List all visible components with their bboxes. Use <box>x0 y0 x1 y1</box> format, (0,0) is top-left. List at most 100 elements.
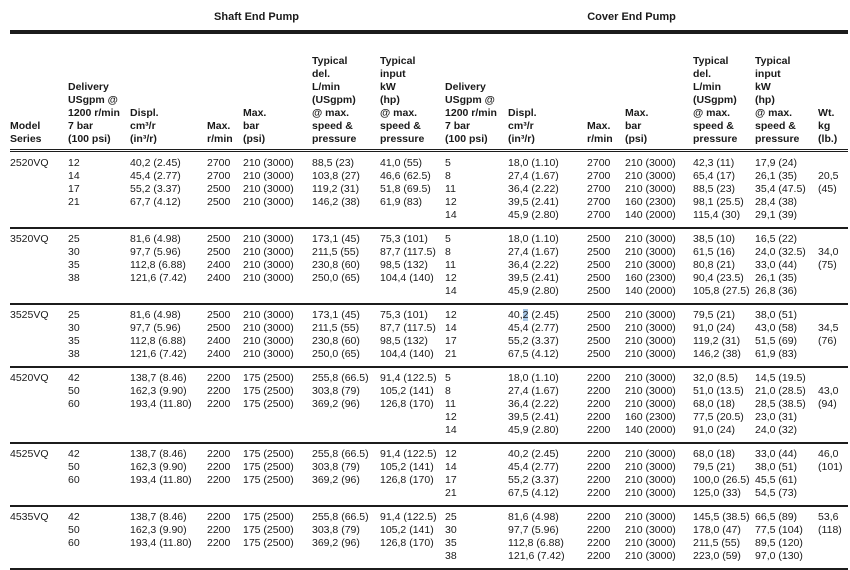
table-row: 14 45,9 (2.80) 2500 140 (2000) 105,8 (27.5) 2… <box>10 285 848 304</box>
data-cell: 51,0 (13.5) <box>693 385 744 397</box>
data-cell: 210 (3000) <box>243 272 294 284</box>
data-cell: 125,0 (33) <box>693 487 741 499</box>
data-cell: 51,5 (69) <box>755 335 798 347</box>
data-cell: 68,0 (18) <box>693 398 736 410</box>
data-cell: 255,8 (66.5) <box>312 442 380 461</box>
data-cell <box>207 487 243 506</box>
data-cell: 230,8 (60) <box>312 259 360 271</box>
data-cell: 68,0 (18) <box>693 442 756 461</box>
data-cell: 210 (3000) <box>625 348 676 360</box>
data-cell: 45,4 (2.77) <box>508 322 559 334</box>
data-cell: 42 <box>68 442 130 461</box>
data-cell: 38,0 (51) <box>755 303 819 322</box>
data-cell: 210 (3000) <box>625 322 676 334</box>
table-row: 38 121,6 (7.42) 2200 210 (3000) 223,0 (59) 97… <box>10 550 848 569</box>
data-cell: 2200 <box>587 411 611 423</box>
data-cell: 17,9 (24) <box>755 157 798 169</box>
data-cell: 178,0 (47) <box>693 524 741 536</box>
data-cell <box>130 209 207 228</box>
data-cell: 105,2 (141) <box>380 385 434 397</box>
data-cell: 210 (3000) <box>625 303 694 322</box>
data-cell: 2200 <box>207 442 243 461</box>
table-row: 14 45,4 (2.77) 2700 210 (3000) 103,8 (27) 46,… <box>10 170 848 183</box>
data-cell: 193,4 (11.80) <box>130 537 192 549</box>
data-cell: 28,5 (38.5) <box>755 398 806 410</box>
data-cell: 98,5 (132) <box>380 335 428 347</box>
data-cell: 81,6 (4.98) <box>508 505 588 524</box>
data-cell: 40,2 (2.45) <box>130 157 181 169</box>
data-cell: 2700 <box>587 157 611 169</box>
data-cell <box>243 550 312 569</box>
data-cell: 35 <box>445 537 457 549</box>
data-cell: 87,7 (117.5) <box>380 246 436 258</box>
data-cell: 60 <box>68 537 80 549</box>
data-cell: 35,4 (47.5) <box>755 183 806 195</box>
data-cell: 81,6 (4.98) <box>130 303 207 322</box>
data-cell: 77,5 (20.5) <box>693 411 744 423</box>
data-cell <box>380 209 445 228</box>
data-cell: 26,8 (36) <box>755 285 798 297</box>
model-cell <box>10 183 68 196</box>
data-cell: 138,7 (8.46) <box>130 366 207 385</box>
data-cell: 2200 <box>587 524 611 536</box>
data-cell: 45,9 (2.80) <box>508 285 559 297</box>
data-cell: 97,0 (130) <box>755 550 803 562</box>
data-cell: 2200 <box>207 537 231 549</box>
data-cell <box>68 411 130 424</box>
data-cell: 14 <box>68 170 80 182</box>
table-row: 60 193,4 (11.80) 2200 175 (2500) 369,2 (96) 1… <box>10 537 848 550</box>
weight-cell <box>818 366 849 385</box>
data-cell: 2200 <box>587 487 611 499</box>
data-cell: 303,8 (79) <box>312 385 360 397</box>
model-cell <box>10 474 68 487</box>
data-cell: 11 <box>445 398 456 410</box>
data-cell: 29,1 (39) <box>755 209 798 221</box>
data-cell: 173,1 (45) <box>312 227 380 246</box>
data-cell: 87,7 (117.5) <box>380 322 436 334</box>
data-cell: 33,0 (44) <box>755 442 819 461</box>
data-cell: 2200 <box>207 461 231 473</box>
data-cell: 79,5 (21) <box>693 461 736 473</box>
data-cell <box>312 424 380 443</box>
data-cell: 255,8 (66.5) <box>312 366 380 385</box>
data-cell: 23,0 (31) <box>755 411 798 423</box>
data-cell: 25 <box>68 227 130 246</box>
data-cell: 27,4 (1.67) <box>508 170 559 182</box>
data-cell: 119,2 (31) <box>693 335 741 347</box>
data-cell: 45,4 (2.77) <box>130 170 181 182</box>
weight-cell <box>818 196 848 209</box>
table-row: 30 97,7 (5.96) 2500 210 (3000) 211,5 (55) 87,… <box>10 246 848 259</box>
col-header-shaft-typical-delivery: Typical del. L/min (USgpm) @ max. speed … <box>312 32 380 152</box>
section-header-cover: Cover End Pump <box>445 0 819 34</box>
data-cell: 2400 <box>207 272 231 284</box>
data-cell: 67,5 (4.12) <box>508 487 559 499</box>
data-cell: 91,0 (24) <box>693 322 736 334</box>
data-cell: 40,2 (2.45) <box>508 303 588 322</box>
data-cell <box>243 209 312 228</box>
data-cell: 2700 <box>207 157 231 169</box>
data-cell: 28,4 (38) <box>755 196 798 208</box>
table-row: 14 45,9 (2.80) 2700 140 (2000) 115,4 (30) 29,… <box>10 209 848 228</box>
data-cell: 14 <box>445 322 457 334</box>
data-cell: 2500 <box>587 259 611 271</box>
data-cell: 43,0 (58) <box>755 322 798 334</box>
data-cell: 97,7 (5.96) <box>508 524 559 536</box>
data-cell <box>380 285 445 304</box>
data-cell: 175 (2500) <box>243 474 294 486</box>
data-cell: 30 <box>68 246 80 258</box>
data-cell <box>243 487 312 506</box>
weight-cell: 43,0 <box>818 385 839 397</box>
table-row: 12 39,5 (2.41) 2200 160 (2300) 77,5 (20.5) 23… <box>10 411 848 424</box>
model-cell <box>10 246 68 259</box>
data-cell: 2700 <box>587 183 611 195</box>
data-cell: 211,5 (55) <box>312 322 360 334</box>
data-cell: 210 (3000) <box>625 474 676 486</box>
data-cell: 5 <box>445 227 509 246</box>
data-cell: 61,9 (83) <box>755 348 798 360</box>
data-cell: 8 <box>445 385 451 397</box>
table-row: 17 55,2 (3.37) 2500 210 (3000) 119,2 (31) 51,… <box>10 183 848 196</box>
data-cell: 5 <box>445 366 509 385</box>
weight-cell <box>818 151 848 171</box>
weight-cell: (94) <box>818 398 837 410</box>
pump-spec-table: Shaft End Pump Cover End Pump Model Seri… <box>10 0 849 570</box>
